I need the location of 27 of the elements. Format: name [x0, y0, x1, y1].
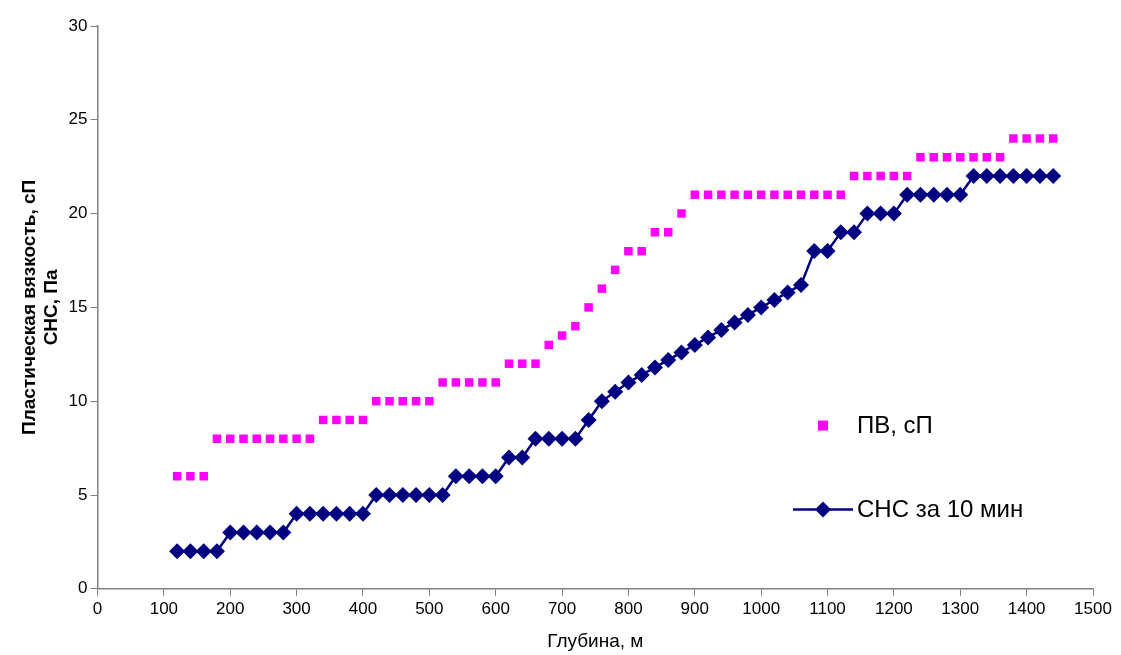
x-tick-label: 800	[614, 598, 643, 618]
legend-label: СНС за 10 мин	[857, 495, 1024, 523]
x-tick-label: 700	[547, 598, 577, 618]
x-tick-label: 400	[348, 598, 378, 618]
y-tick-label: 30	[68, 15, 88, 35]
x-tick-label: 300	[282, 598, 311, 618]
x-tick-label: 1100	[809, 598, 846, 618]
y-tick-label: 5	[78, 484, 88, 504]
y-tick-label: 15	[68, 297, 88, 317]
x-tick-label: 600	[481, 598, 510, 618]
y-tick-label: 25	[68, 109, 88, 129]
x-tick-label: 1300	[941, 598, 980, 618]
x-tick-label: 200	[216, 598, 245, 618]
x-tick-label: 1500	[1074, 598, 1112, 618]
x-tick-label: 1200	[874, 598, 913, 618]
x-tick-label: 0	[92, 598, 103, 618]
y-tick-label: 20	[68, 203, 88, 223]
x-axis-title: Глубина, м	[547, 629, 644, 651]
x-tick-label: 1000	[742, 598, 781, 618]
x-tick-label: 1400	[1007, 598, 1046, 618]
y-tick-label: 10	[68, 390, 88, 410]
y-axis-title: Пластическая вязкость, сП СНС, Па	[17, 179, 62, 435]
x-tick-label: 100	[149, 598, 179, 618]
y-tick-label: 0	[78, 578, 88, 598]
x-tick-label: 500	[415, 598, 444, 618]
x-tick-label: 900	[680, 598, 709, 618]
legend-label: ПВ, сП	[857, 411, 933, 439]
